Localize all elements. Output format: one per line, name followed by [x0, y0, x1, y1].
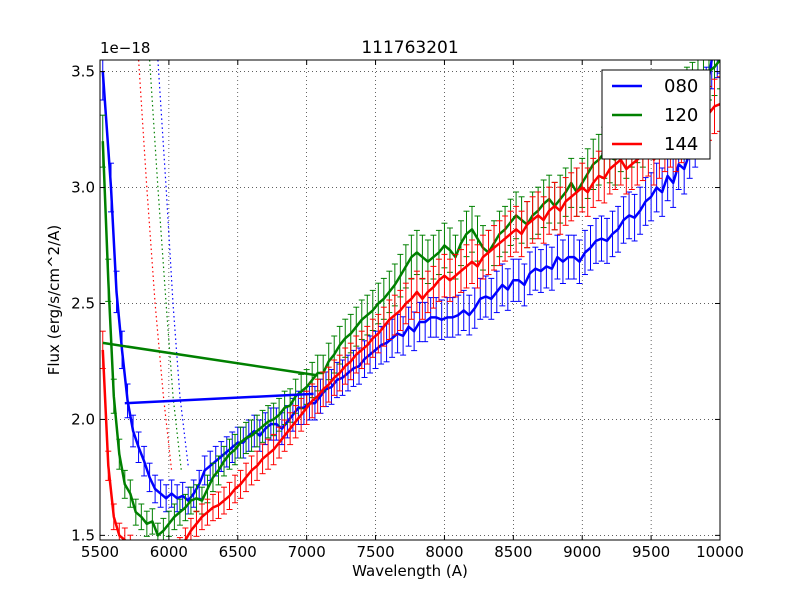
- legend: 080 120 144: [601, 69, 711, 160]
- y-tick-label: 1.5: [71, 526, 95, 544]
- y-tick-label: 2.5: [71, 294, 95, 312]
- x-tick-label: 8000: [425, 543, 463, 561]
- fit-curve-144: [138, 60, 173, 471]
- y-tick-label: 3.0: [71, 179, 95, 197]
- y-tick-labels: 1.5 2.0 2.5 3.0 3.5: [71, 63, 95, 545]
- x-tick-label: 7500: [356, 543, 394, 561]
- x-tick-labels: 5500 6000 6500 7000 7500 8000 8500 9000 9500 1000…: [81, 543, 744, 561]
- y-tick-label: 2.0: [71, 410, 95, 428]
- x-tick-label: 5500: [81, 543, 119, 561]
- legend-label-120: 120: [664, 105, 698, 126]
- chart-title: 111763201: [361, 38, 458, 58]
- plot-frame: [99, 59, 721, 541]
- y-tick-label: 3.5: [71, 63, 95, 81]
- fit-curve-080: [157, 60, 189, 466]
- x-tick-label: 6000: [150, 543, 188, 561]
- x-tick-label: 8500: [494, 543, 532, 561]
- plot-data-layer: [100, 60, 720, 540]
- x-tick-label: 9500: [632, 543, 670, 561]
- series-080: [100, 60, 720, 515]
- legend-label-080: 080: [664, 76, 698, 97]
- series-line-080: [101, 60, 714, 502]
- x-axis-label: Wavelength (A): [352, 562, 468, 580]
- x-tick-label: 9000: [563, 543, 601, 561]
- connector-line-120: [102, 341, 318, 377]
- series-line-144: [101, 102, 720, 540]
- y-axis-label: Flux (erg/s/cm^2/A): [45, 225, 63, 376]
- x-tick-label: 10000: [696, 543, 744, 561]
- x-tick-label: 7000: [288, 543, 326, 561]
- x-tick-label: 6500: [219, 543, 257, 561]
- fit-curve-120: [149, 60, 182, 471]
- legend-label-144: 144: [664, 134, 698, 155]
- y-offset-text: 1e−18: [100, 39, 150, 57]
- tick-marks: [99, 60, 721, 540]
- connector-line-080: [124, 392, 314, 405]
